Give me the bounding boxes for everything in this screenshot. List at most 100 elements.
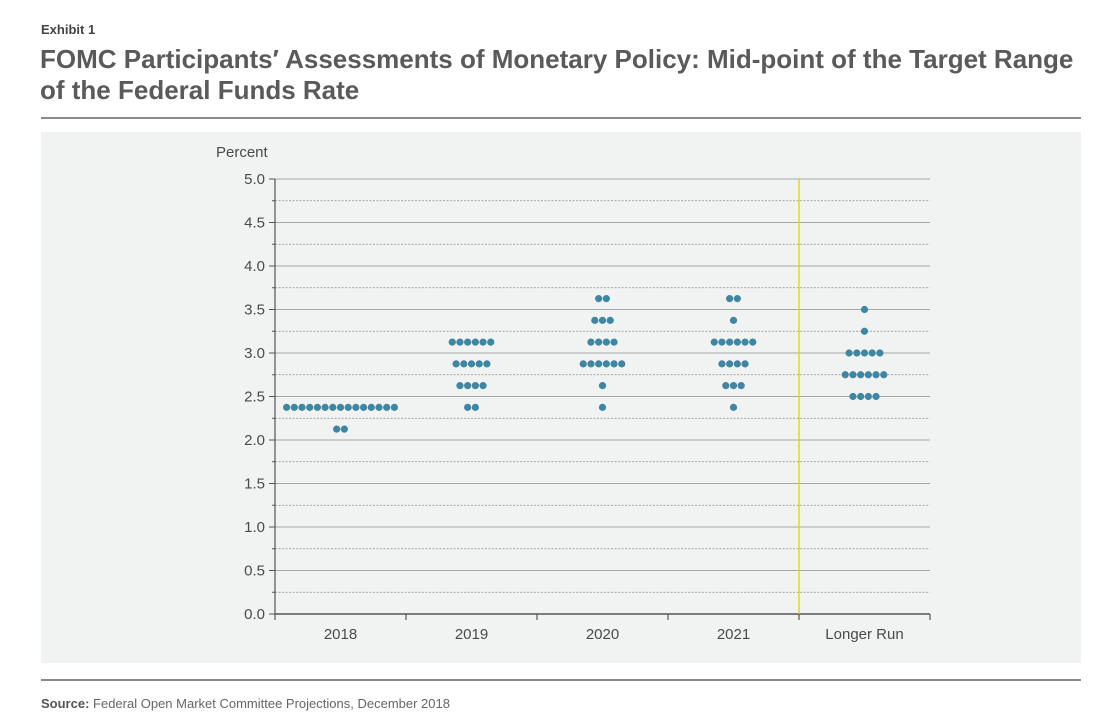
participant-dot [464,338,472,346]
participant-dot [722,382,730,390]
participant-dot [390,403,398,411]
exhibit-label: Exhibit 1 [41,22,96,37]
participant-dot [467,360,476,368]
y-tick-label: 2.5 [244,389,265,406]
participant-dot [718,360,726,368]
y-tick-label: 1.5 [244,476,265,493]
y-tick-label: 1.0 [244,519,265,536]
source-text: Federal Open Market Committee Projection… [93,696,450,711]
participant-dot [610,360,618,368]
participant-dot [595,295,603,303]
participant-dot [340,425,348,433]
participant-dot [880,371,888,379]
participant-dot [860,327,869,335]
source-label: Source: [41,696,90,711]
participant-dot [729,316,738,324]
participant-dot [344,403,352,411]
participant-dot [336,403,345,411]
participant-dot [595,360,603,368]
participant-dot [483,360,491,368]
dot-plot-chart: 0.0 0.5 1.0 1.5 2.0 2.5 3.0 3.5 4.0 4.5 5.0 Percent… [216,144,931,643]
participant-dot [849,371,857,379]
participant-dot [456,382,464,390]
participant-dot [853,349,861,357]
participant-dot [857,371,865,379]
chart-panel: 0.0 0.5 1.0 1.5 2.0 2.5 3.0 3.5 4.0 4.5 5.0 Percent… [41,132,1081,663]
participant-dot [876,349,884,357]
participant-dot [321,403,329,411]
y-tick-label: 2.0 [244,432,265,449]
chart-title: FOMC Participants′ Assessments of Moneta… [40,44,1074,105]
y-tick-label: 4.0 [244,258,265,275]
participant-dot [602,360,610,368]
participant-dot [471,403,479,411]
participant-dot [610,338,618,346]
participant-dot [741,360,749,368]
participant-dot [587,360,595,368]
y-tick-label: 3.0 [244,345,265,362]
participant-dot [460,360,468,368]
participant-dot [749,338,757,346]
participant-dot [741,338,749,346]
participant-dot [352,403,360,411]
y-tick-label: 0.5 [244,563,265,580]
source-note: Source: Federal Open Market Committee Pr… [41,696,450,711]
participant-dot [464,403,472,411]
participant-dot [598,403,607,411]
participant-dot [729,382,738,390]
participant-dot [733,338,741,346]
participant-dot [733,295,741,303]
participant-dot [595,338,603,346]
participant-dot [283,403,291,411]
x-tick-label: Longer Run [825,626,903,643]
participant-dot [448,338,456,346]
participant-dot [290,403,298,411]
participant-dot [464,382,472,390]
participant-dot [733,360,741,368]
y-tick-label: 5.0 [244,171,265,188]
participant-dot [471,338,479,346]
participant-dot [456,338,464,346]
participant-dot [868,349,876,357]
participant-dot [479,382,487,390]
participant-dot [306,403,314,411]
participant-dot [360,403,368,411]
x-tick-label: 2021 [717,626,750,643]
participant-dot [857,392,865,401]
participant-dot [872,371,880,379]
title-divider [41,117,1081,119]
participant-dot [579,360,587,368]
y-tick-label: 4.5 [244,215,265,232]
participant-dot [471,382,479,390]
participant-dot [313,403,321,411]
x-tick-label: 2019 [455,626,488,643]
participant-dot [726,360,734,368]
y-tick-label: 0.0 [244,606,265,623]
participant-dot [591,316,599,324]
participant-dot [845,349,853,357]
y-axis-title: Percent [216,144,269,161]
x-tick-label: 2020 [586,626,619,643]
participant-dot [475,360,483,368]
participant-dot [737,382,745,390]
participant-dot [329,403,337,411]
participant-dot [452,360,460,368]
participant-dot [598,316,607,324]
participant-dot [726,295,734,303]
participant-dot [726,338,734,346]
y-tick-label: 3.5 [244,302,265,319]
participant-dot [367,403,375,411]
participant-dot [860,305,869,314]
participant-dot [860,349,869,357]
participant-dot [602,338,610,346]
participant-dot [618,360,626,368]
participant-dot [598,382,607,390]
participant-dot [729,403,738,411]
participant-dot [333,425,341,433]
participant-dot [710,338,718,346]
participant-dot [298,403,306,411]
participant-dot [864,371,872,379]
participant-dot [864,392,872,401]
participant-dot [479,338,487,346]
participant-dot [606,316,614,324]
